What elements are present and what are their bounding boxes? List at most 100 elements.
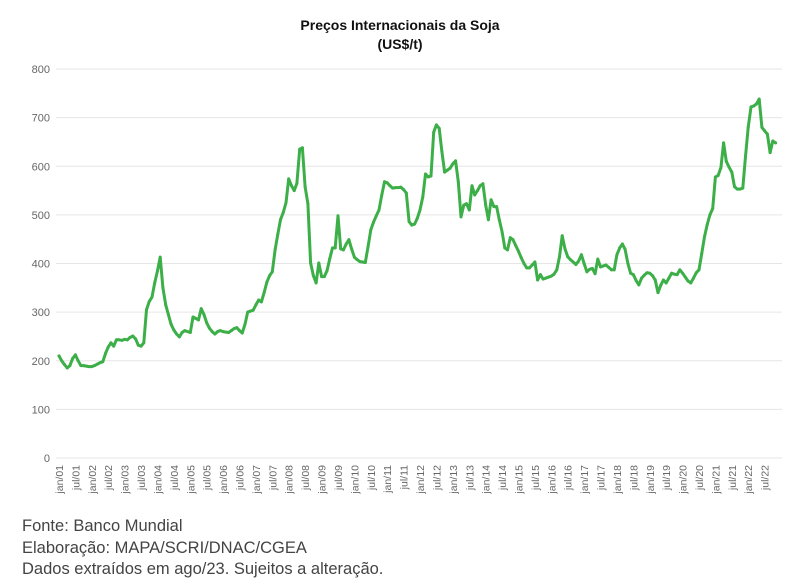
data-point [711,207,715,211]
data-point [566,255,570,259]
x-tick-label: jul/16 [563,465,575,491]
x-tick-label: jul/09 [333,465,345,491]
data-point [604,263,608,267]
data-point [109,341,113,345]
x-axis-ticks: jan/01 jul/01 jan/02 jul/02 jan/03 jul/03 jan/… [54,465,772,495]
data-point [659,283,663,287]
data-point [136,343,140,347]
data-point [768,151,772,155]
data-point [571,260,575,264]
data-point [544,276,548,280]
data-point [295,181,299,185]
data-point [158,255,162,259]
gridlines [56,68,782,459]
data-point [164,303,168,307]
y-tick-label: 500 [32,210,50,222]
data-point [84,364,88,368]
data-point [103,351,107,355]
data-point [500,230,504,234]
x-tick-label: jul/03 [136,465,148,491]
data-point [670,271,674,275]
data-point [415,216,419,220]
data-point [147,299,151,303]
data-point [125,338,129,342]
data-point [489,198,493,202]
data-point [380,193,384,197]
data-point [350,247,354,251]
data-point [733,185,737,189]
data-point [177,335,181,339]
chart-title: Preços Internacionais da Soja (US$/t) [0,16,800,54]
data-point [68,364,72,368]
data-point [541,277,545,281]
data-point [519,256,523,260]
x-tick-label: jan/07 [251,465,263,495]
chart-footer: Fonte: Banco Mundial Elaboração: MAPA/SC… [22,516,383,581]
data-point [180,331,184,335]
data-point [131,334,135,338]
data-point [423,172,427,176]
data-point [577,259,581,263]
data-point [361,260,365,264]
data-point [150,295,154,299]
data-point [609,268,613,272]
data-point [246,310,250,314]
data-point [407,220,411,224]
data-point [678,268,682,272]
data-point [279,218,283,222]
data-point [385,181,389,185]
x-tick-label: jul/06 [235,465,247,491]
data-point [62,363,66,367]
data-point [497,218,501,222]
data-point [454,159,458,163]
x-tick-label: jul/01 [70,465,82,491]
data-point [437,126,441,130]
footer-prepared-by: Elaboração: MAPA/SCRI/DNAC/CGEA [22,538,307,557]
data-point [667,276,671,280]
data-point [716,173,720,177]
x-tick-label: jul/04 [169,465,181,491]
data-point [114,338,118,342]
data-point [492,205,496,209]
data-point [262,291,266,295]
data-point [306,202,310,206]
x-tick-label: jan/19 [645,465,657,495]
data-point [101,360,105,364]
data-point [615,253,619,257]
data-point [650,274,654,278]
data-point [79,364,83,368]
x-tick-label: jul/05 [202,465,214,491]
data-point [689,281,693,285]
data-point [722,141,726,145]
data-point [686,279,690,283]
data-point [626,262,630,265]
data-point [298,147,302,151]
data-point [93,364,97,368]
data-point [224,330,228,334]
data-point [207,326,211,330]
data-point [484,203,488,207]
data-point [142,341,146,345]
x-tick-label: jul/17 [596,465,608,491]
data-point [314,281,318,285]
x-tick-label: jul/21 [727,465,739,491]
x-tick-label: jan/21 [710,465,722,495]
x-tick-label: jan/06 [218,465,230,495]
data-point [374,214,378,218]
data-point [251,308,255,312]
data-point [300,146,304,150]
data-point [221,330,225,334]
data-point [259,300,263,304]
series-line-soja [57,97,778,370]
data-point [536,278,540,282]
data-point [90,365,94,369]
data-point [746,125,750,129]
data-point [352,255,356,259]
data-point [336,214,340,218]
data-point [366,244,370,248]
data-point [558,255,562,259]
data-point [134,337,138,341]
data-point [653,278,657,282]
data-point [270,270,274,274]
chart-title-text: Preços Internacionais da Soja [300,17,500,33]
